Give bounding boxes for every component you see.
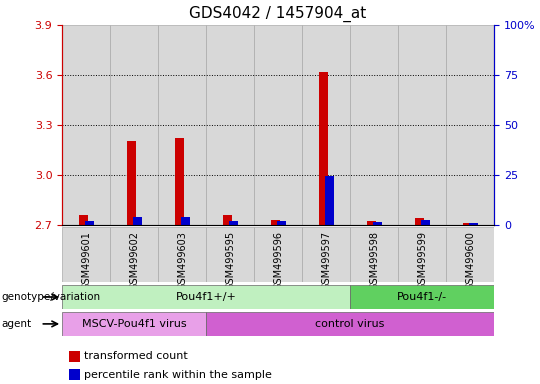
Bar xyxy=(350,25,398,225)
Text: GSM499598: GSM499598 xyxy=(369,231,379,290)
Text: GSM499600: GSM499600 xyxy=(465,231,475,290)
Bar xyxy=(176,138,184,225)
Bar xyxy=(158,227,206,282)
Bar xyxy=(85,221,94,225)
Bar xyxy=(110,227,158,282)
Bar xyxy=(110,25,158,225)
Bar xyxy=(127,141,136,225)
Bar xyxy=(206,25,254,225)
Text: GSM499597: GSM499597 xyxy=(321,231,331,290)
Bar xyxy=(181,217,190,225)
Text: GSM499603: GSM499603 xyxy=(177,231,187,290)
Bar xyxy=(469,223,478,225)
Bar xyxy=(398,227,446,282)
Bar xyxy=(206,312,494,336)
Text: Pou4f1-/-: Pou4f1-/- xyxy=(397,292,447,302)
Bar xyxy=(62,312,206,336)
Bar xyxy=(62,285,350,309)
Bar xyxy=(302,227,350,282)
Bar xyxy=(398,25,446,225)
Bar xyxy=(421,220,430,225)
Text: GSM499602: GSM499602 xyxy=(129,231,139,290)
Bar xyxy=(224,215,232,225)
Bar xyxy=(373,222,382,225)
Bar xyxy=(254,227,302,282)
Title: GDS4042 / 1457904_at: GDS4042 / 1457904_at xyxy=(190,6,367,22)
Bar xyxy=(277,221,286,225)
Text: agent: agent xyxy=(1,319,31,329)
Bar xyxy=(446,227,494,282)
Bar xyxy=(446,25,494,225)
Text: GSM499599: GSM499599 xyxy=(417,231,427,290)
Text: percentile rank within the sample: percentile rank within the sample xyxy=(84,370,272,380)
Bar xyxy=(367,221,376,225)
Bar xyxy=(302,25,350,225)
Bar xyxy=(229,221,238,225)
Text: GSM499596: GSM499596 xyxy=(273,231,283,290)
Text: Pou4f1+/+: Pou4f1+/+ xyxy=(176,292,237,302)
Bar xyxy=(254,25,302,225)
Bar xyxy=(415,218,424,225)
Bar xyxy=(69,351,80,362)
Bar xyxy=(133,217,142,225)
Bar xyxy=(79,215,88,225)
Text: control virus: control virus xyxy=(315,319,385,329)
Bar xyxy=(62,25,110,225)
Bar xyxy=(319,71,328,225)
Bar xyxy=(325,176,334,225)
Text: GSM499601: GSM499601 xyxy=(81,231,91,290)
Bar xyxy=(272,220,280,225)
Text: MSCV-Pou4f1 virus: MSCV-Pou4f1 virus xyxy=(82,319,186,329)
Text: transformed count: transformed count xyxy=(84,351,187,361)
Bar xyxy=(350,285,494,309)
Bar xyxy=(158,25,206,225)
Bar xyxy=(69,369,80,380)
Text: genotype/variation: genotype/variation xyxy=(1,292,100,302)
Bar xyxy=(206,227,254,282)
Bar xyxy=(463,223,472,225)
Bar xyxy=(62,227,110,282)
Bar xyxy=(350,227,398,282)
Text: GSM499595: GSM499595 xyxy=(225,231,235,290)
